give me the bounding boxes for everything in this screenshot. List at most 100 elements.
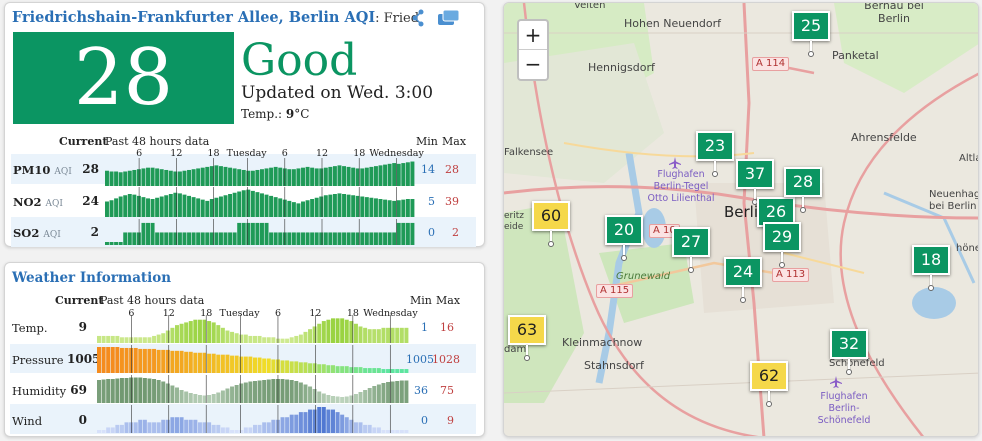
airport-icon	[669, 157, 681, 169]
history-bar	[184, 391, 189, 403]
history-bar	[155, 168, 160, 186]
history-bar	[273, 232, 278, 245]
history-bar	[133, 347, 138, 373]
pm10-chart[interactable]	[105, 158, 415, 186]
history-bar	[337, 232, 342, 245]
history-bar	[214, 232, 219, 245]
history-bar	[218, 166, 223, 186]
pressure-chart[interactable]	[97, 345, 409, 373]
history-bar	[372, 386, 377, 403]
place-berlin: Berlin	[724, 203, 768, 221]
history-bar	[133, 422, 138, 433]
history-bar	[337, 193, 342, 217]
map-base[interactable]	[504, 3, 979, 437]
history-bar	[246, 170, 251, 186]
history-bar	[159, 232, 164, 245]
history-bar	[193, 419, 198, 433]
history-bar	[119, 424, 124, 433]
aqi-map[interactable]: + − Velten Hohen Neuendorf Bernau bei Be…	[503, 2, 979, 437]
history-bar	[381, 369, 386, 373]
history-bar	[308, 363, 313, 373]
history-bar	[319, 232, 324, 245]
aqi-level: Good	[241, 35, 358, 86]
zoom-in-button[interactable]: +	[519, 21, 547, 50]
history-bar	[264, 194, 269, 217]
history-bar	[115, 424, 120, 433]
history-bar	[237, 169, 242, 186]
history-bar	[358, 422, 363, 433]
share-icon[interactable]	[411, 9, 425, 27]
windows-icon[interactable]	[437, 9, 461, 27]
history-bar	[355, 195, 360, 217]
history-bar	[253, 424, 257, 433]
history-bar	[175, 387, 179, 403]
history-bar	[232, 192, 237, 217]
history-bar	[372, 329, 377, 343]
history-bar	[155, 232, 160, 245]
history-bar	[353, 422, 358, 433]
history-bar	[216, 392, 221, 403]
history-bar	[346, 194, 351, 217]
history-bar	[351, 195, 356, 217]
history-bar	[401, 222, 406, 245]
history-bar	[118, 172, 123, 186]
history-bar	[266, 422, 271, 433]
history-bar	[381, 327, 386, 343]
history-bar	[207, 422, 212, 433]
humidity-current: 69	[70, 383, 87, 397]
history-bar	[310, 232, 315, 245]
station-suffix: : Fried	[375, 11, 420, 26]
history-bar	[373, 198, 378, 217]
history-bar	[211, 353, 216, 373]
history-bar	[230, 355, 235, 373]
history-bar	[331, 318, 335, 343]
history-bar	[179, 323, 184, 343]
history-bar	[326, 409, 331, 433]
min-header: Min	[416, 135, 438, 148]
history-bar	[303, 362, 308, 373]
station-title[interactable]: Friedrichshain-Frankfurter Allee, Berlin…	[12, 9, 420, 26]
no2-chart[interactable]	[105, 187, 415, 217]
history-bar	[164, 169, 169, 186]
history-bar	[346, 166, 351, 186]
history-bar	[303, 412, 308, 433]
history-bar	[271, 379, 276, 403]
history-bar	[342, 194, 347, 217]
road-a113: A 113	[772, 268, 810, 282]
history-bar	[123, 195, 128, 217]
history-bar	[237, 191, 242, 217]
time-tick: 12	[170, 148, 183, 159]
history-bar	[101, 430, 106, 433]
history-bar	[110, 379, 115, 403]
zoom-out-button[interactable]: −	[524, 52, 542, 76]
pressure-current: 1005	[67, 352, 101, 366]
history-bar	[264, 222, 269, 245]
history-bar	[410, 199, 415, 217]
history-bar	[344, 396, 349, 403]
history-bar	[262, 358, 267, 373]
history-bar	[248, 427, 253, 433]
history-bar	[355, 168, 360, 186]
place-falkensee: Falkensee	[504, 147, 554, 158]
history-bar	[255, 192, 260, 217]
history-bar	[196, 232, 201, 245]
history-bar	[358, 392, 363, 403]
history-bar	[123, 232, 128, 245]
history-bar	[305, 232, 310, 245]
humidity-chart[interactable]	[97, 375, 409, 403]
history-bar	[287, 232, 292, 245]
history-bar	[298, 334, 303, 343]
history-bar	[296, 168, 301, 186]
history-bar	[152, 335, 157, 343]
history-bar	[335, 318, 340, 343]
history-bar	[387, 163, 392, 186]
temp-chart[interactable]	[97, 315, 409, 343]
history-bar	[404, 430, 409, 433]
history-bar	[266, 337, 271, 343]
history-bar	[225, 330, 230, 343]
so2-chart[interactable]	[105, 219, 415, 245]
wind-chart[interactable]	[97, 405, 409, 433]
history-bar	[349, 321, 354, 343]
pm10-max: 28	[445, 163, 459, 176]
history-bar	[285, 360, 290, 373]
